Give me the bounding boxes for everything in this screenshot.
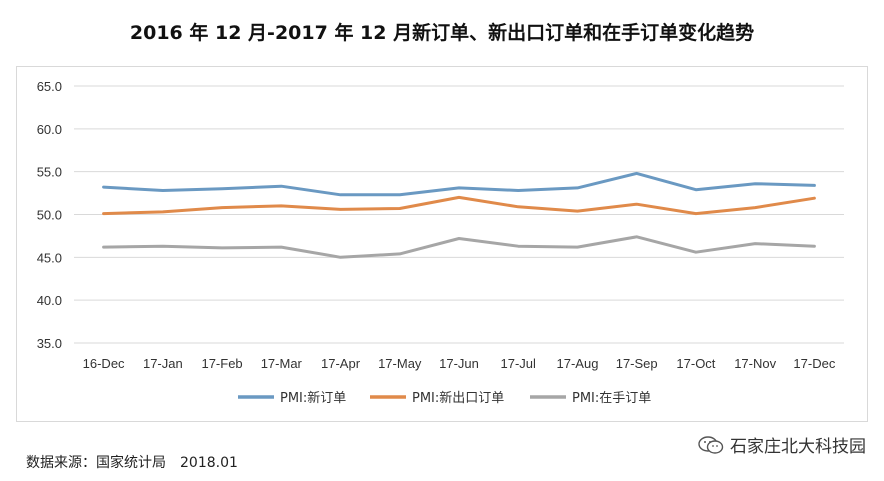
x-tick-label: 17-Jan xyxy=(143,356,183,371)
y-tick-label: 60.0 xyxy=(37,122,62,137)
y-tick-label: 55.0 xyxy=(37,165,62,180)
x-tick-label: 17-Dec xyxy=(793,356,835,371)
wechat-icon xyxy=(698,435,724,454)
x-tick-label: 17-Oct xyxy=(676,356,715,371)
y-tick-label: 40.0 xyxy=(37,293,62,308)
x-tick-label: 17-Aug xyxy=(557,356,599,371)
x-tick-label: 17-Jun xyxy=(439,356,479,371)
x-tick-label: 17-Jul xyxy=(501,356,537,371)
legend-label: PMI:新出口订单 xyxy=(412,390,504,406)
chart-frame xyxy=(16,66,868,422)
y-tick-label: 65.0 xyxy=(37,79,62,94)
data-source: 数据来源：国家统计局 2018.01 xyxy=(26,452,238,472)
x-tick-label: 16-Dec xyxy=(83,356,125,371)
x-tick-label: 17-Nov xyxy=(734,356,776,371)
legend-label: PMI:新订单 xyxy=(280,390,346,406)
data-source-date: 2018.01 xyxy=(180,455,238,471)
series-line-1 xyxy=(102,171,816,197)
x-tick-label: 17-Sep xyxy=(616,356,658,371)
x-tick-label: 17-Mar xyxy=(261,356,303,371)
x-tick-label: 17-Feb xyxy=(201,356,242,371)
brand-name: 石家庄北大科技园 xyxy=(730,437,866,457)
chart-title: 2016 年 12 月-2017 年 12 月新订单、新出口订单和在手订单变化趋… xyxy=(129,22,755,44)
data-source-label: 数据来源：国家统计局 xyxy=(26,455,166,471)
legend-label: PMI:在手订单 xyxy=(572,391,651,406)
y-tick-label: 45.0 xyxy=(37,250,62,265)
series-line-3 xyxy=(102,235,816,259)
series-line-2 xyxy=(102,195,816,216)
y-tick-label: 35.0 xyxy=(37,336,62,351)
brand-watermark: 石家庄北大科技园 xyxy=(698,432,866,457)
x-tick-label: 17-May xyxy=(378,356,422,371)
x-tick-label: 17-Apr xyxy=(321,356,361,371)
y-tick-label: 50.0 xyxy=(37,208,62,223)
